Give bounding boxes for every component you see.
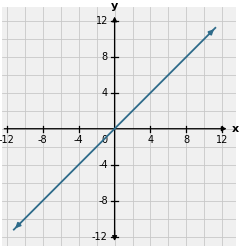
Text: -12: -12 [0, 135, 15, 146]
Text: -8: -8 [38, 135, 48, 146]
Text: y: y [111, 1, 118, 11]
Text: -4: -4 [74, 135, 84, 146]
Text: -12: -12 [92, 232, 108, 242]
Text: 4: 4 [148, 135, 154, 146]
Text: -4: -4 [98, 160, 108, 170]
Text: 12: 12 [216, 135, 228, 146]
Text: -8: -8 [98, 196, 108, 206]
Text: 8: 8 [102, 52, 108, 62]
Text: x: x [232, 124, 239, 134]
Text: 4: 4 [102, 88, 108, 98]
Text: 8: 8 [183, 135, 190, 146]
Text: 12: 12 [95, 16, 108, 26]
Text: 0: 0 [102, 135, 108, 146]
